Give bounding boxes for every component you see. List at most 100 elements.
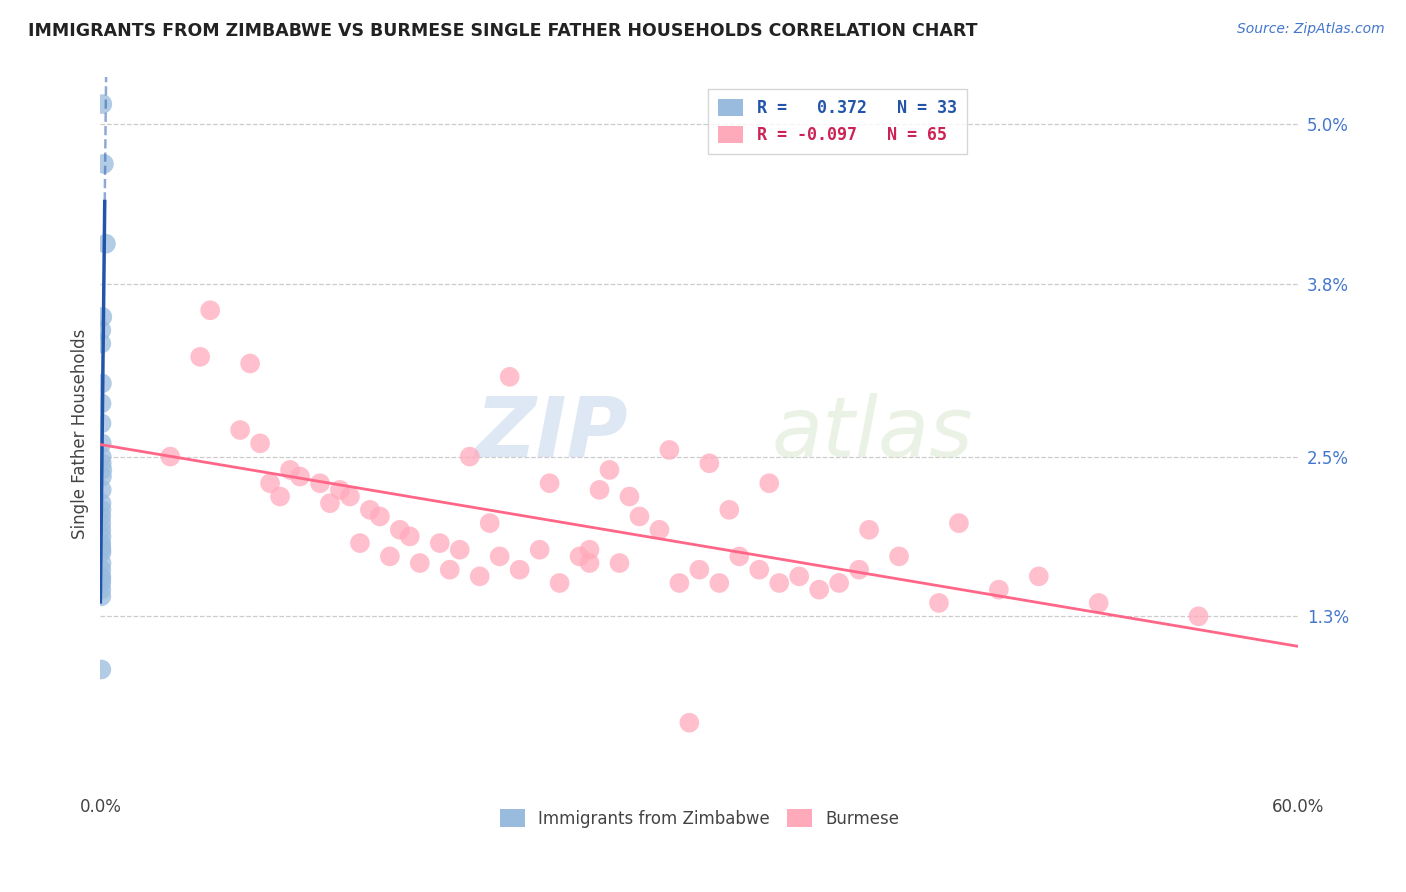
Point	[91, 310, 114, 324]
Point	[90, 516, 112, 530]
Point	[90, 496, 112, 510]
Point	[90, 456, 112, 470]
Point	[90, 556, 112, 570]
Point	[90, 417, 112, 431]
Point	[329, 483, 352, 497]
Point	[1087, 596, 1109, 610]
Text: ZIP: ZIP	[475, 392, 627, 474]
Point	[90, 582, 112, 597]
Point	[94, 236, 117, 251]
Point	[359, 503, 381, 517]
Point	[91, 463, 114, 477]
Point	[987, 582, 1010, 597]
Point	[90, 590, 112, 604]
Point	[90, 663, 112, 677]
Point	[609, 556, 631, 570]
Point	[468, 569, 491, 583]
Point	[728, 549, 751, 564]
Point	[90, 576, 112, 591]
Point	[588, 483, 610, 497]
Text: Source: ZipAtlas.com: Source: ZipAtlas.com	[1237, 22, 1385, 37]
Point	[90, 536, 112, 550]
Point	[93, 157, 115, 171]
Point	[699, 456, 721, 470]
Point	[309, 476, 332, 491]
Point	[928, 596, 950, 610]
Point	[249, 436, 271, 450]
Point	[278, 463, 301, 477]
Point	[188, 350, 211, 364]
Point	[198, 303, 221, 318]
Point	[449, 542, 471, 557]
Point	[409, 556, 432, 570]
Point	[339, 490, 361, 504]
Point	[239, 356, 262, 370]
Point	[90, 436, 112, 450]
Point	[90, 563, 112, 577]
Point	[90, 396, 112, 410]
Point	[688, 563, 710, 577]
Point	[529, 542, 551, 557]
Point	[578, 542, 600, 557]
Point	[90, 450, 112, 464]
Point	[90, 503, 112, 517]
Point	[787, 569, 810, 583]
Point	[439, 563, 461, 577]
Point	[568, 549, 591, 564]
Point	[319, 496, 342, 510]
Point	[90, 509, 112, 524]
Point	[858, 523, 880, 537]
Point	[90, 545, 112, 559]
Point	[718, 503, 741, 517]
Point	[658, 442, 681, 457]
Point	[768, 576, 790, 591]
Point	[90, 336, 112, 351]
Point	[628, 509, 651, 524]
Point	[90, 542, 112, 557]
Point	[619, 490, 641, 504]
Point	[488, 549, 510, 564]
Point	[887, 549, 910, 564]
Point	[709, 576, 731, 591]
Point	[578, 556, 600, 570]
Point	[509, 563, 531, 577]
Point	[91, 97, 114, 112]
Y-axis label: Single Father Households: Single Father Households	[72, 328, 89, 539]
Point	[259, 476, 281, 491]
Point	[159, 450, 181, 464]
Point	[599, 463, 621, 477]
Point	[91, 376, 114, 391]
Point	[91, 469, 114, 483]
Point	[429, 536, 451, 550]
Point	[478, 516, 501, 530]
Point	[498, 369, 520, 384]
Point	[378, 549, 401, 564]
Point	[90, 540, 112, 554]
Point	[269, 490, 291, 504]
Point	[90, 523, 112, 537]
Legend: Immigrants from Zimbabwe, Burmese: Immigrants from Zimbabwe, Burmese	[494, 803, 905, 834]
Point	[288, 469, 311, 483]
Point	[948, 516, 970, 530]
Point	[398, 529, 420, 543]
Point	[678, 715, 700, 730]
Point	[758, 476, 780, 491]
Point	[368, 509, 391, 524]
Point	[388, 523, 411, 537]
Point	[808, 582, 831, 597]
Point	[90, 323, 112, 337]
Point	[90, 483, 112, 497]
Point	[1187, 609, 1209, 624]
Point	[538, 476, 561, 491]
Point	[748, 563, 770, 577]
Point	[90, 572, 112, 586]
Point	[548, 576, 571, 591]
Text: atlas: atlas	[772, 392, 973, 474]
Point	[90, 569, 112, 583]
Point	[828, 576, 851, 591]
Point	[90, 529, 112, 543]
Point	[229, 423, 252, 437]
Point	[668, 576, 690, 591]
Point	[349, 536, 371, 550]
Point	[648, 523, 671, 537]
